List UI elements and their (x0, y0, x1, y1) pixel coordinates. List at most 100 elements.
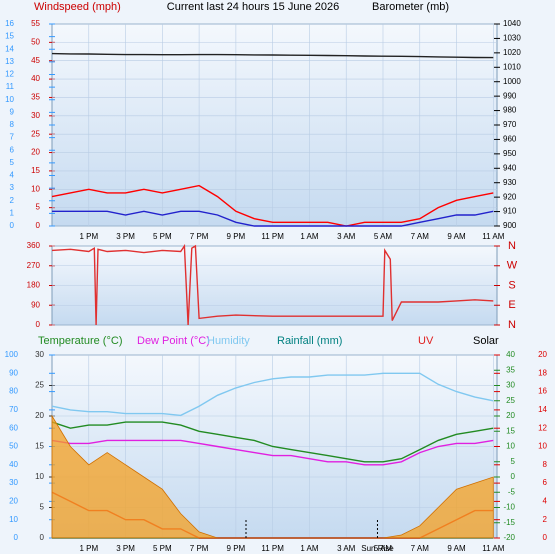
y3-tick-label: 20 (9, 497, 18, 506)
y4-tick-label: 6 (543, 478, 548, 487)
y-tick-label: 10 (35, 472, 44, 481)
y4-tick-label: 8 (543, 460, 548, 469)
y2-tick-label: 1000 (503, 77, 521, 86)
y-tick-label: 10 (31, 184, 40, 193)
y3-tick-label: 1 (10, 208, 15, 217)
y2-tick-label: 40 (506, 350, 515, 359)
x-tick-label: 5 AM (374, 544, 393, 553)
y-tick-label: 50 (31, 37, 40, 46)
y-tick-label: 360 (27, 241, 41, 250)
line (51, 421, 494, 463)
y2-tick-label: W (507, 260, 518, 272)
y3-tick-label: 3 (10, 183, 15, 192)
x-tick-label: 7 PM (190, 544, 209, 553)
y2-tick-label: 1040 (503, 19, 521, 28)
y2-tick-label: 960 (503, 135, 517, 144)
y3-tick-label: 16 (5, 19, 14, 28)
y2-tick-label: 1010 (503, 62, 521, 71)
x-tick-label: 5 PM (153, 544, 172, 553)
y2-tick-label: 900 (503, 221, 517, 230)
x-tick-label: 1 PM (79, 544, 98, 553)
y4-tick-label: 14 (538, 405, 547, 414)
x-tick-label: 9 PM (227, 232, 246, 241)
y4-tick-label: 4 (543, 497, 548, 506)
y2-tick-label: -20 (503, 533, 515, 542)
y3-tick-label: 12 (5, 70, 14, 79)
x-tick-label: 3 AM (337, 232, 356, 241)
x-tick-label: 7 AM (411, 544, 430, 553)
y3-tick-label: 40 (9, 460, 18, 469)
y3-tick-label: 10 (9, 515, 18, 524)
legend-label: Rainfall (mm) (277, 335, 342, 347)
y2-tick-label: N (508, 319, 516, 331)
y-tick-label: 180 (27, 281, 41, 290)
y2-tick-label: 990 (503, 91, 517, 100)
y2-tick-label: 0 (511, 472, 516, 481)
y4-tick-label: 10 (538, 442, 547, 451)
annotation: Sun Rise (361, 544, 394, 553)
y-tick-label: 25 (31, 129, 40, 138)
x-tick-label: 1 AM (300, 232, 319, 241)
y3-tick-label: 50 (9, 442, 18, 451)
y2-tick-label: 20 (506, 411, 515, 420)
x-tick-label: 9 AM (447, 544, 466, 553)
y3-tick-label: 70 (9, 405, 18, 414)
y-tick-label: 0 (36, 320, 41, 329)
y2-tick-label: N (508, 240, 516, 252)
y4-tick-label: 12 (538, 423, 547, 432)
y3-tick-label: 13 (5, 57, 14, 66)
y4-tick-label: 0 (543, 533, 548, 542)
y-tick-label: 20 (31, 148, 40, 157)
y2-tick-label: -10 (503, 503, 515, 512)
y-tick-label: 25 (35, 381, 44, 390)
x-tick-label: 9 PM (227, 544, 246, 553)
y-tick-label: 40 (31, 74, 40, 83)
y3-tick-label: 60 (9, 423, 18, 432)
y-tick-label: 30 (31, 111, 40, 120)
y-tick-label: 5 (36, 203, 41, 212)
line (52, 210, 494, 227)
y-tick-label: 15 (31, 166, 40, 175)
y4-tick-label: 20 (538, 350, 547, 359)
y2-tick-label: 15 (506, 426, 515, 435)
x-tick-label: 11 AM (482, 544, 504, 553)
y2-tick-label: 1030 (503, 34, 521, 43)
y3-tick-label: 90 (9, 368, 18, 377)
area (51, 414, 494, 539)
y2-tick-label: 5 (511, 457, 516, 466)
y2-tick-label: 910 (503, 207, 517, 216)
y-tick-label: 90 (31, 300, 40, 309)
y3-tick-label: 100 (5, 350, 19, 359)
line (51, 372, 494, 417)
y-tick-label: 30 (35, 350, 44, 359)
y-tick-label: 55 (31, 19, 40, 28)
y-tick-label: 15 (35, 442, 44, 451)
x-tick-label: 11 PM (261, 544, 284, 553)
x-tick-label: 7 PM (190, 232, 209, 241)
y2-axis-label: Barometer (mb) (372, 1, 449, 13)
y3-tick-label: 9 (10, 107, 15, 116)
legend-label: Temperature (°C) (38, 335, 122, 347)
x-tick-label: 1 PM (79, 232, 98, 241)
y-tick-label: 20 (35, 411, 44, 420)
y2-tick-label: 35 (506, 365, 515, 374)
y2-tick-label: S (508, 279, 515, 291)
x-tick-label: 11 AM (482, 232, 504, 241)
chart-title: Current last 24 hours 15 June 2026 (167, 1, 339, 13)
x-tick-label: 11 PM (261, 232, 284, 241)
x-tick-label: 5 AM (374, 232, 393, 241)
y3-tick-label: 4 (10, 171, 15, 180)
y3-tick-label: 80 (9, 387, 18, 396)
line (51, 243, 494, 326)
x-tick-label: 3 AM (337, 544, 356, 553)
y-tick-label: 270 (27, 261, 41, 270)
y3-tick-label: 11 (6, 82, 15, 91)
y2-tick-label: 970 (503, 120, 517, 129)
y4-tick-label: 18 (538, 368, 547, 377)
y2-tick-label: 980 (503, 106, 517, 115)
y2-tick-label: 10 (506, 442, 515, 451)
y2-tick-label: 30 (506, 381, 515, 390)
x-tick-label: 3 PM (116, 232, 135, 241)
y2-tick-label: 920 (503, 192, 517, 201)
